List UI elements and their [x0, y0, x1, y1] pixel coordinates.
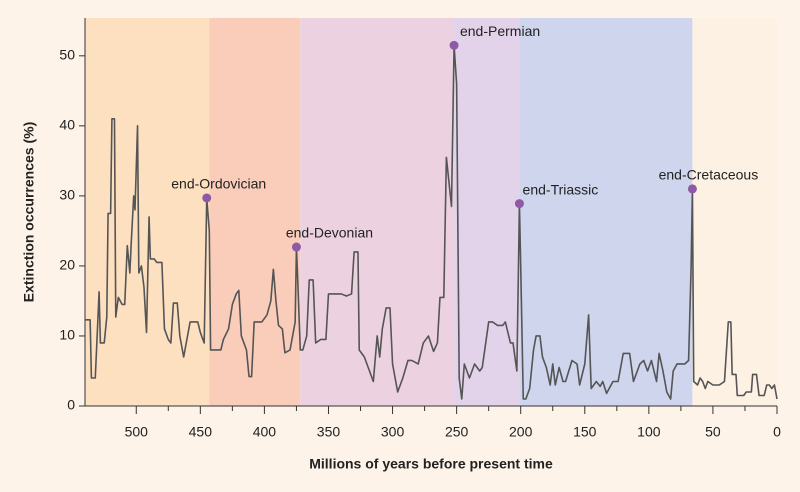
- y-tick-label: 50: [59, 47, 75, 63]
- y-tick-label: 10: [59, 327, 75, 343]
- period-band: [209, 18, 301, 406]
- y-tick-label: 20: [59, 257, 75, 273]
- x-tick-label: 350: [317, 424, 341, 440]
- period-band: [300, 18, 455, 406]
- x-tick-label: 50: [705, 424, 721, 440]
- x-tick-label: 400: [253, 424, 277, 440]
- period-bands: [85, 18, 777, 406]
- annotation-label: end-Ordovician: [171, 176, 266, 192]
- annotation-point: [687, 184, 697, 194]
- period-band: [692, 18, 777, 406]
- x-tick-label: 450: [189, 424, 213, 440]
- annotation-point: [514, 199, 524, 209]
- annotation-label: end-Cretaceous: [659, 167, 759, 183]
- x-tick-label: 300: [381, 424, 405, 440]
- data-line: [85, 44, 778, 400]
- x-tick-label: 0: [773, 424, 781, 440]
- annotation-label: end-Triassic: [523, 181, 599, 197]
- x-tick-label: 100: [637, 424, 661, 440]
- annotation-label: end-Devonian: [286, 225, 373, 241]
- annotation-point: [291, 242, 301, 252]
- y-tick-label: 40: [59, 117, 75, 133]
- period-band: [85, 18, 210, 406]
- annotation-label: end-Permian: [460, 23, 540, 39]
- x-tick-label: 150: [573, 424, 597, 440]
- x-tick-label: 200: [509, 424, 533, 440]
- period-band: [454, 18, 520, 406]
- y-axis-title: Extinction occurrences (%): [21, 122, 37, 303]
- annotation-point: [449, 40, 459, 50]
- period-band: [519, 18, 693, 406]
- x-axis-title: Millions of years before present time: [309, 456, 553, 472]
- y-tick-label: 0: [67, 397, 75, 413]
- x-tick-label: 250: [445, 424, 469, 440]
- annotation-point: [202, 193, 212, 203]
- x-tick-label: 500: [125, 424, 149, 440]
- y-tick-label: 30: [59, 187, 75, 203]
